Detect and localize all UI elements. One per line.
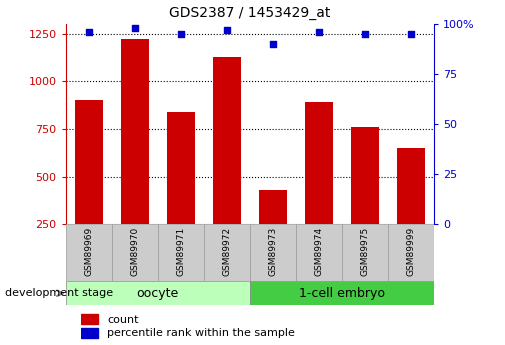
Bar bbox=[158, 224, 204, 281]
Bar bbox=[121, 39, 148, 272]
Point bbox=[361, 31, 369, 37]
Text: GSM89972: GSM89972 bbox=[222, 227, 231, 276]
Bar bbox=[305, 102, 333, 272]
Bar bbox=[342, 224, 388, 281]
Text: GSM89974: GSM89974 bbox=[315, 227, 324, 276]
Bar bbox=[397, 148, 425, 272]
Point bbox=[407, 31, 415, 37]
Bar bbox=[81, 328, 98, 338]
Text: GSM89975: GSM89975 bbox=[361, 227, 370, 276]
Point bbox=[223, 27, 231, 33]
Bar bbox=[250, 224, 296, 281]
Bar bbox=[296, 224, 342, 281]
Bar bbox=[66, 281, 250, 305]
Text: GSM89970: GSM89970 bbox=[130, 227, 139, 276]
Text: percentile rank within the sample: percentile rank within the sample bbox=[107, 328, 295, 338]
Point bbox=[315, 29, 323, 35]
Text: development stage: development stage bbox=[5, 288, 113, 298]
Point bbox=[131, 26, 139, 31]
Bar bbox=[388, 224, 434, 281]
Text: GSM89971: GSM89971 bbox=[176, 227, 185, 276]
Text: oocyte: oocyte bbox=[137, 287, 179, 300]
Text: GSM89973: GSM89973 bbox=[269, 227, 278, 276]
Bar bbox=[66, 224, 112, 281]
Point bbox=[177, 31, 185, 37]
Bar bbox=[112, 224, 158, 281]
Bar bbox=[250, 281, 434, 305]
Text: GSM89999: GSM89999 bbox=[407, 227, 416, 276]
Title: GDS2387 / 1453429_at: GDS2387 / 1453429_at bbox=[169, 6, 331, 20]
Bar bbox=[259, 190, 287, 272]
Point bbox=[269, 41, 277, 47]
Bar bbox=[213, 57, 241, 272]
Bar bbox=[75, 100, 103, 272]
Point bbox=[85, 29, 93, 35]
Bar bbox=[351, 127, 379, 272]
Bar bbox=[81, 314, 98, 324]
Text: count: count bbox=[107, 315, 139, 325]
Text: GSM89969: GSM89969 bbox=[84, 227, 93, 276]
Text: 1-cell embryo: 1-cell embryo bbox=[299, 287, 385, 300]
Bar bbox=[167, 112, 195, 272]
Bar bbox=[204, 224, 250, 281]
